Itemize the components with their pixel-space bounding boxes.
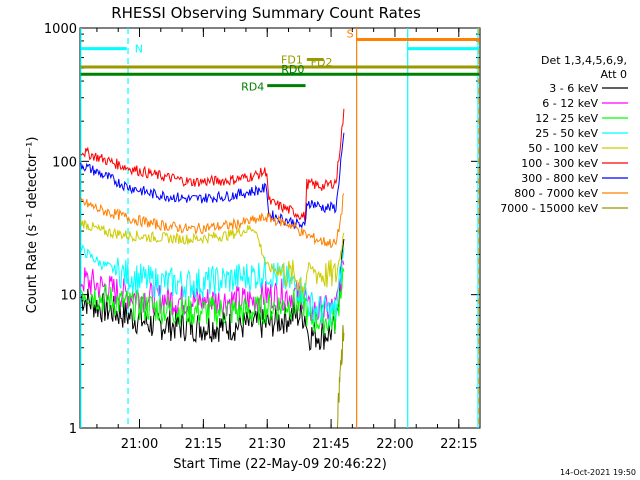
series-line-6 — [80, 108, 345, 222]
legend-header-line2: Att 0 — [601, 68, 627, 81]
series-line-7 — [80, 132, 345, 230]
annotation-label: FD1 — [281, 54, 303, 67]
x-tick-label: 21:45 — [312, 437, 349, 452]
legend-entry-label: 12 - 25 keV — [535, 112, 598, 125]
x-tick-label: 22:00 — [376, 437, 413, 452]
series-line-9 — [337, 324, 345, 428]
annotation-label: FD2 — [311, 56, 333, 69]
footer-date: 14-Oct-2021 19:50 — [560, 468, 636, 477]
x-tick-label: 21:15 — [185, 437, 222, 452]
series-line-1 — [80, 238, 345, 351]
series-line-8 — [80, 193, 345, 249]
legend-entry-label: 25 - 50 keV — [535, 127, 598, 140]
legend-entry-label: 300 - 800 keV — [521, 172, 598, 185]
annotation-label: N — [135, 43, 143, 56]
y-tick-label: 1000 — [44, 22, 77, 37]
chart-title: RHESSI Observing Summary Count Rates — [111, 4, 421, 22]
y-tick-label: 10 — [60, 289, 77, 304]
legend-entry-label: 800 - 7000 keV — [514, 187, 598, 200]
legend-entry-label: 6 - 12 keV — [542, 97, 598, 110]
plot-frame — [79, 27, 481, 429]
y-axis-label: Count Rate (s⁻¹ detector⁻¹) — [25, 137, 40, 314]
legend-entry-label: 100 - 300 keV — [521, 157, 598, 170]
series-line-5 — [80, 219, 345, 294]
x-tick-label: 21:00 — [121, 437, 158, 452]
series-line-4 — [80, 244, 345, 327]
plot-area: 1 10 100 1000 21:00 21:15 21:30 21:45 22:00 22:15… — [44, 22, 481, 452]
y-tick-label: 1 — [69, 422, 77, 437]
legend: 3 - 6 keV 6 - 12 keV 12 - 25 keV 25 - 50 ke… — [500, 82, 628, 215]
annotation-label: RD4 — [241, 81, 264, 94]
legend-entry-label: 50 - 100 keV — [528, 142, 598, 155]
x-tick-label: 21:30 — [248, 437, 285, 452]
y-tick-label: 100 — [52, 155, 77, 170]
annotation-label: RD0 — [281, 63, 304, 76]
legend-entry-label: 7000 - 15000 keV — [500, 202, 598, 215]
annotation-label: S — [347, 27, 354, 40]
legend-entry-label: 3 - 6 keV — [549, 82, 598, 95]
x-tick-label: 22:15 — [440, 437, 477, 452]
legend-header-line1: Det 1,3,4,5,6,9, — [541, 54, 627, 67]
x-axis-label: Start Time (22-May-09 20:46:22) — [173, 457, 387, 472]
